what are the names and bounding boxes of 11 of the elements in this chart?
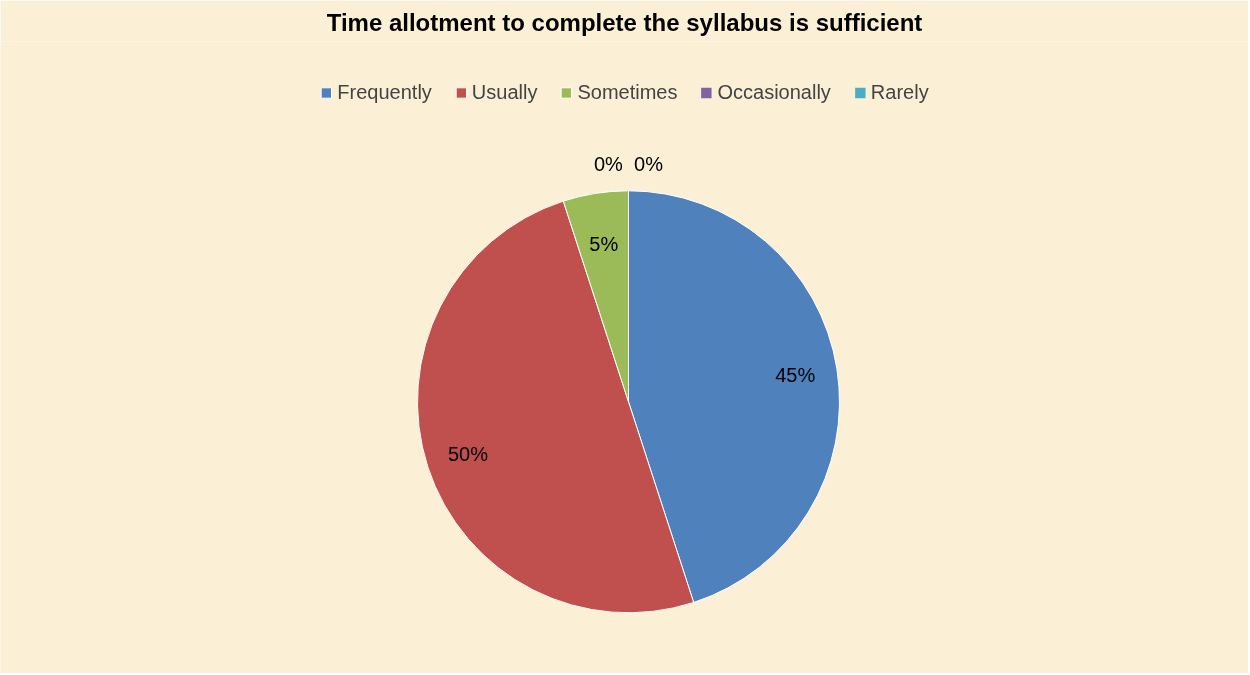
legend-label: Rarely [870, 81, 929, 104]
legend-label: Frequently [337, 81, 432, 104]
legend-label: Usually [471, 81, 538, 104]
text: 0% [634, 152, 663, 175]
data-label: 45% [775, 364, 816, 387]
data-label: 5% [589, 233, 619, 256]
data-label: 50% [447, 443, 489, 466]
legend-label: Sometimes [577, 81, 678, 104]
chart-title: Time allotment to complete the syllabus is sufficient [326, 8, 923, 36]
text: 0% [594, 152, 623, 175]
legend-label: Occasionally [717, 81, 831, 104]
